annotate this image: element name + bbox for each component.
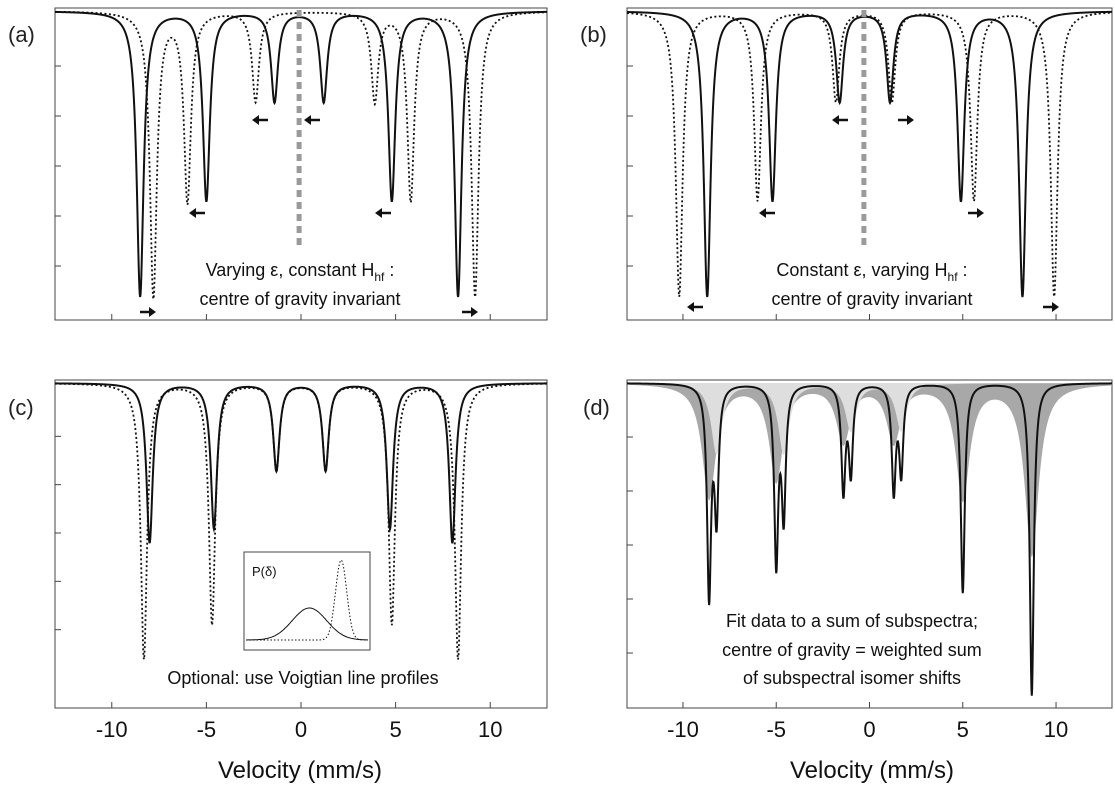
panel-c-dotted-series: [54, 382, 547, 660]
panel-d-annotation-line1: Fit data to a sum of subspectra;: [726, 611, 978, 631]
x-tick-labels-right: -10 -5 0 5 10: [667, 717, 1068, 742]
panel-a-curves: [54, 10, 548, 320]
panel-a-label: (a): [8, 22, 35, 47]
panel-a-annotation-line2: centre of gravity invariant: [199, 289, 400, 309]
inset-ylabel: P(δ): [252, 564, 277, 579]
shift-arrow: [898, 115, 914, 125]
x-tick-label: -5: [197, 717, 217, 742]
panel-c-frame: [54, 379, 548, 709]
panel-d-annotation-line2: centre of gravity = weighted sum: [722, 640, 982, 660]
panel-c-label: (c): [8, 395, 34, 420]
panel-a: (a) Varying ε, constant Hhf : centre of …: [8, 7, 548, 321]
panel-d-curves: [627, 382, 1112, 708]
x-tick-labels-left: -10 -5 0 5 10: [96, 717, 503, 742]
panel-a-solid-series: [55, 10, 548, 298]
shift-arrow: [252, 115, 268, 125]
panel-b-dotted-series: [626, 11, 1113, 297]
panel-c-curves: [54, 382, 548, 708]
panel-b-annotation-line2: centre of gravity invariant: [771, 289, 972, 309]
shift-arrow: [189, 208, 205, 218]
x-tick-label: 10: [478, 717, 502, 742]
panel-c-inset: P(δ): [243, 551, 371, 651]
panel-b-label: (b): [580, 22, 607, 47]
x-tick-label: 0: [863, 717, 875, 742]
x-tick-label: 0: [295, 717, 307, 742]
panel-d-annotation-line3: of subspectral isomer shifts: [743, 668, 961, 688]
x-tick-label: -5: [766, 717, 786, 742]
x-tick-label: -10: [96, 717, 128, 742]
shift-arrow: [687, 302, 703, 312]
panel-a-annotation-line1: Varying ε, constant Hhf :: [206, 260, 395, 284]
x-tick-label: 5: [957, 717, 969, 742]
shift-arrow: [1043, 302, 1059, 312]
shift-arrow: [375, 208, 391, 218]
x-axis-title-right: Velocity (mm/s): [790, 757, 954, 784]
panel-b-curves: [626, 10, 1113, 320]
panel-c: (c) P(δ) Optional: use Voigtian line pro…: [8, 379, 548, 709]
shift-arrow: [759, 208, 775, 218]
x-tick-label: -10: [667, 717, 699, 742]
x-tick-label: 10: [1044, 717, 1068, 742]
inset-narrow-curve: [246, 559, 368, 641]
shift-arrow: [140, 307, 156, 317]
panel-b-solid-series: [626, 10, 1113, 298]
inset-broad-curve: [246, 607, 368, 641]
inset-frame: [243, 551, 371, 651]
panel-d: (d) Fit data to a sum of subspectra; cen…: [583, 379, 1113, 709]
panel-c-annotation: Optional: use Voigtian line profiles: [167, 668, 438, 688]
panel-b-annotation-line1: Constant ε, varying Hhf :: [776, 260, 967, 284]
shift-arrow: [832, 115, 848, 125]
shift-arrow: [304, 115, 320, 125]
x-axis-title-left: Velocity (mm/s): [218, 757, 382, 784]
panel-c-solid-series: [55, 382, 548, 544]
panel-d-label: (d): [583, 395, 610, 420]
x-tick-label: 5: [389, 717, 401, 742]
panel-b: (b) Constant ε, varying Hhf : centre of …: [580, 7, 1113, 321]
shift-arrow: [462, 307, 478, 317]
panel-d-total-spectrum: [627, 382, 1112, 696]
shift-arrow: [968, 208, 984, 218]
